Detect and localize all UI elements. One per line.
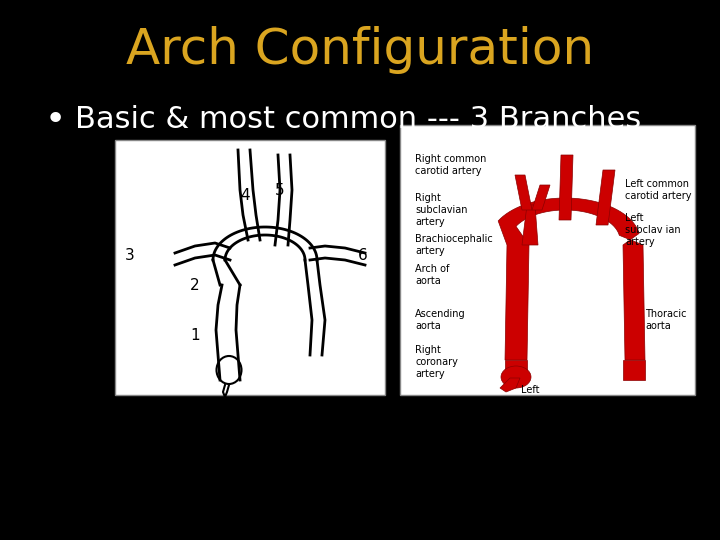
Text: •: • — [45, 103, 66, 137]
Text: Basic & most common --- 3 Branches: Basic & most common --- 3 Branches — [75, 105, 642, 134]
Ellipse shape — [501, 366, 531, 388]
Polygon shape — [498, 198, 645, 360]
Polygon shape — [596, 170, 615, 225]
Polygon shape — [559, 155, 573, 220]
Text: Thoracic
aorta: Thoracic aorta — [645, 309, 686, 331]
Text: 6: 6 — [358, 248, 368, 263]
Text: Left common
carotid artery: Left common carotid artery — [625, 179, 691, 201]
Polygon shape — [522, 205, 538, 245]
Polygon shape — [515, 175, 532, 210]
Text: 3: 3 — [125, 248, 135, 263]
Text: Arch Configuration: Arch Configuration — [126, 26, 594, 74]
Text: Right
subclavian
artery: Right subclavian artery — [415, 193, 467, 227]
Polygon shape — [532, 185, 550, 210]
Ellipse shape — [217, 356, 241, 384]
Text: 5: 5 — [275, 183, 285, 198]
Text: 1: 1 — [190, 328, 200, 343]
Polygon shape — [500, 378, 520, 392]
Text: Brachiocephalic
artery: Brachiocephalic artery — [415, 234, 492, 256]
Text: Left
coronary
artery: Left coronary artery — [508, 385, 552, 418]
Polygon shape — [623, 360, 645, 380]
Text: 4: 4 — [240, 188, 250, 203]
FancyBboxPatch shape — [400, 125, 695, 395]
Text: Left
subclav ian
artery: Left subclav ian artery — [625, 213, 680, 247]
FancyBboxPatch shape — [115, 140, 385, 395]
Text: 2: 2 — [190, 278, 200, 293]
Text: Right common
carotid artery: Right common carotid artery — [415, 154, 487, 176]
Polygon shape — [505, 360, 527, 380]
Text: Arch of
aorta: Arch of aorta — [415, 264, 449, 286]
Text: Ascending
aorta: Ascending aorta — [415, 309, 466, 331]
Text: Right
coronary
artery: Right coronary artery — [415, 346, 458, 379]
